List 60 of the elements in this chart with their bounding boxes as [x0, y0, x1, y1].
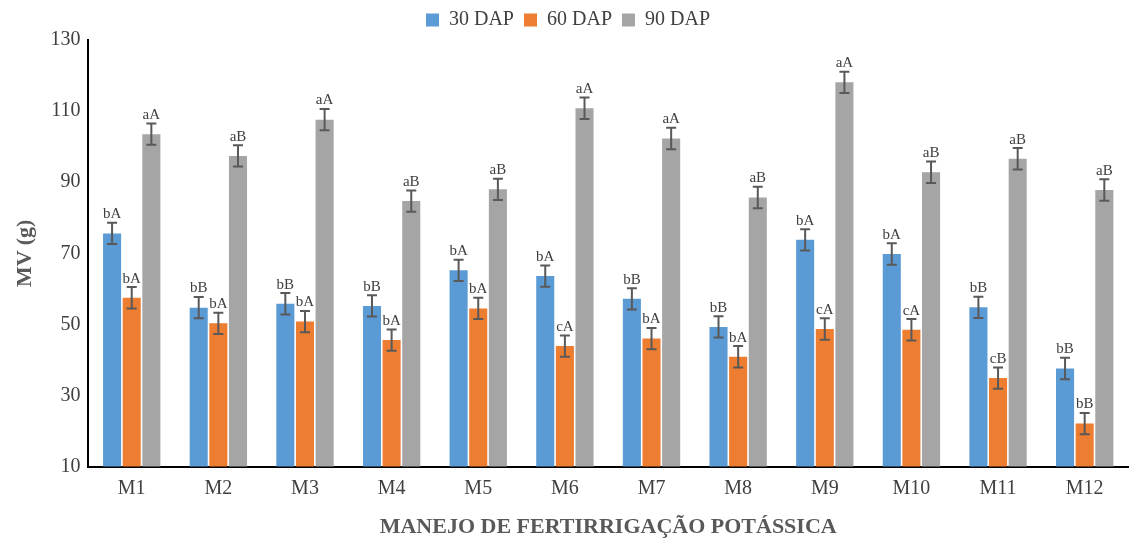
data-label: aB: [749, 169, 767, 186]
data-label: bA: [642, 310, 661, 327]
data-label: aA: [315, 91, 334, 108]
data-label: cA: [902, 301, 921, 318]
data-label: bB: [1075, 395, 1094, 412]
data-label: aB: [1009, 130, 1027, 147]
x-axis-title: MANEJO DE FERTIRRIGAÇÃO POTÁSSICA: [379, 513, 837, 539]
y-tick-label: 50: [60, 311, 81, 334]
data-label: aA: [142, 105, 161, 122]
x-tick-label: M6: [550, 475, 579, 498]
data-label: bB: [969, 279, 988, 296]
x-tick-label: M10: [892, 475, 931, 498]
data-label: aB: [922, 144, 940, 161]
data-label: aB: [489, 161, 507, 178]
data-label: bA: [122, 269, 142, 286]
legend-label: 30 DAP: [448, 7, 514, 30]
data-label: aB: [402, 172, 420, 189]
data-label: bA: [209, 295, 228, 312]
data-label: aA: [575, 80, 594, 97]
x-tick-label: M2: [204, 475, 233, 498]
data-label: bB: [623, 270, 641, 287]
x-tick-label: M8: [724, 475, 753, 498]
data-label: aA: [662, 110, 681, 127]
x-tick-label: M12: [1065, 475, 1104, 498]
data-label: bA: [449, 242, 468, 259]
x-tick-label: M4: [377, 475, 406, 498]
data-label: bB: [189, 279, 208, 296]
data-label: cA: [556, 317, 574, 334]
data-label: bA: [882, 225, 902, 242]
data-label: cB: [989, 349, 1007, 366]
x-tick-label: M1: [117, 475, 146, 498]
data-label: bB: [363, 277, 381, 294]
data-label: bA: [295, 293, 315, 310]
data-label: bA: [469, 280, 488, 297]
y-tick-label: 10: [60, 453, 81, 476]
x-tick-label: M7: [637, 475, 666, 498]
y-tick-label: 70: [60, 240, 81, 263]
data-label: bA: [102, 205, 122, 222]
data-label: bB: [709, 298, 728, 315]
y-tick-label: 110: [51, 98, 81, 121]
data-label: aB: [229, 127, 247, 144]
data-label: bB: [1056, 340, 1074, 357]
data-label: aA: [835, 54, 854, 71]
data-label: bA: [795, 211, 815, 228]
data-label: bA: [536, 247, 555, 264]
data-label: bB: [276, 275, 295, 292]
x-tick-label: M5: [464, 475, 493, 498]
y-tick-label: 30: [60, 382, 81, 405]
x-tick-label: M9: [810, 475, 839, 498]
data-label: cA: [816, 300, 834, 317]
y-axis-title: MV (g): [10, 219, 36, 288]
legend-label: 90 DAP: [645, 7, 711, 30]
y-tick-label: 130: [50, 27, 81, 50]
legend-label: 60 DAP: [547, 7, 613, 30]
data-label: bA: [382, 311, 401, 328]
data-label: aB: [1095, 161, 1113, 178]
y-tick-label: 90: [60, 169, 81, 192]
data-label: bA: [728, 328, 748, 345]
x-tick-label: M3: [291, 475, 319, 498]
x-tick-label: M11: [979, 475, 1017, 498]
